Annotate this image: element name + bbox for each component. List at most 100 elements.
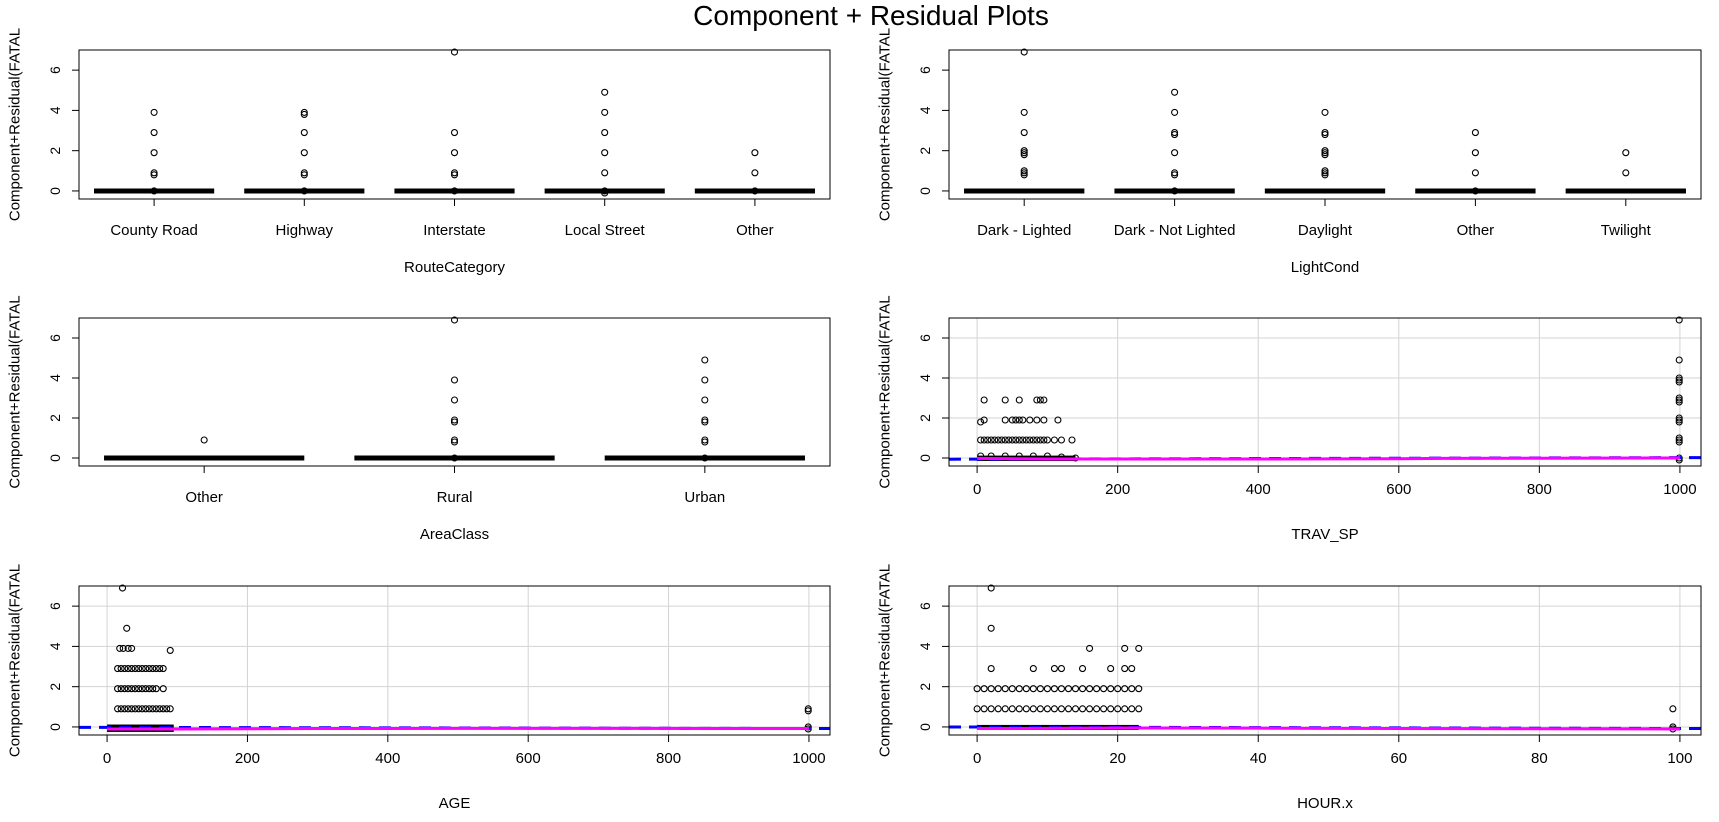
x-tick-label-2: 400 [375,750,400,767]
point-53 [1107,665,1115,673]
x-tick-label-0: 0 [973,481,981,498]
point-4 [991,436,999,444]
y-tick-label-2: 4 [917,642,933,650]
point-37 [1064,685,1073,693]
outlier-1-0 [450,454,459,462]
outlier-2-1 [1321,169,1329,177]
figure-title: Component + Residual Plots [693,0,1049,31]
x-axis-label: RouteCategory [404,259,505,276]
outlier-3-0 [1471,187,1479,195]
point-1 [980,436,988,444]
outlier-1-6 [300,108,308,116]
point-55 [1675,414,1683,422]
point-29 [1008,685,1016,693]
point-4 [128,705,136,713]
point-44 [119,644,127,652]
y-axis-label: Component+Residual(FATAL [7,295,24,488]
point-21 [1121,705,1129,713]
point-36 [1057,685,1065,693]
point-25 [1001,416,1009,424]
x-tick-label-5: 100 [1667,750,1692,767]
point-41 [1093,685,1101,693]
outlier-1-3 [300,149,308,157]
y-tick-label-1: 2 [47,414,63,422]
point-17 [117,685,125,693]
point-46 [1128,685,1136,693]
point-2 [987,705,995,713]
outlier-0-6 [1020,129,1028,137]
point-49 [1029,665,1037,673]
point-41 [156,665,164,673]
outlier-2-2 [450,169,459,177]
point-30 [1026,416,1034,424]
panel-6: 0 2 4 6 Component+Residual(FATAL HOUR.x 0 20 40 6… [877,564,1702,812]
point-47 [1135,685,1143,693]
point-10 [149,705,157,713]
point-3 [987,436,995,444]
point-14 [1026,436,1034,444]
x-tick-label-4: 800 [656,750,681,767]
y-tick-label-1: 2 [47,683,63,691]
point-63 [1669,705,1677,713]
y-axis-label: Component+Residual(FATAL [877,564,894,757]
outlier-3-2 [1471,149,1479,157]
panel-5: 0 2 4 6 Component+Residual(FATAL AGE 0 200 400 60… [7,564,831,812]
outlier-4-2 [751,149,759,157]
y-tick-label-0: 0 [917,723,933,731]
outlier-2-2 [701,436,709,444]
x-tick-label-2: 40 [1250,750,1267,767]
point-15 [166,705,174,713]
point-11 [1015,436,1023,444]
x-axis-label: HOUR.x [1297,795,1353,812]
point-37 [142,665,150,673]
x-tick-label-4: Twilight [1601,222,1652,239]
outlier-1-1 [1171,171,1179,179]
x-axis-label: TRAV_SP [1291,526,1358,543]
point-32 [1040,416,1048,424]
point-6 [998,436,1006,444]
outlier-1-5 [1171,129,1179,137]
x-tick-label-0: 0 [103,750,111,767]
y-tick-label-0: 0 [47,723,63,731]
point-25 [980,685,988,693]
y-tick-label-3: 6 [47,66,63,74]
point-34 [131,665,139,673]
y-tick-label-2: 4 [917,374,933,382]
x-tick-label-4: 800 [1527,481,1552,498]
point-38 [1071,685,1080,693]
outlier-2-3 [1321,151,1329,159]
point-20 [128,685,136,693]
y-tick-label-1: 2 [917,147,933,155]
outlier-2-2 [1321,167,1329,175]
point-1 [980,705,988,713]
point-27 [994,685,1002,693]
y-tick-label-0: 0 [917,454,933,462]
point-7 [138,705,146,713]
point-1 [117,705,125,713]
point-2 [121,705,129,713]
outlier-0-0 [150,187,158,195]
outlier-2-3 [450,149,459,157]
point-20 [1050,436,1058,444]
outlier-0-4 [150,129,158,137]
y-axis-label: Component+Residual(FATAL [877,28,894,221]
point-5 [1008,705,1016,713]
y-tick-label-3: 6 [917,334,933,342]
y-axis-label: Component+Residual(FATAL [7,28,24,221]
point-3 [124,705,132,713]
outlier-1-4 [1171,131,1179,139]
x-axis-label: AreaClass [420,526,489,543]
x-tick-label-3: 600 [1386,481,1411,498]
point-10 [1012,436,1020,444]
point-7 [1022,705,1030,713]
plot-frame [78,317,831,467]
point-28 [159,685,167,693]
point-27 [1012,416,1020,424]
outlier-1-2 [450,436,459,444]
point-25 [145,685,153,693]
point-19 [1043,436,1051,444]
point-23 [1135,705,1143,713]
point-0 [114,705,122,713]
outlier-1-5 [300,110,308,118]
